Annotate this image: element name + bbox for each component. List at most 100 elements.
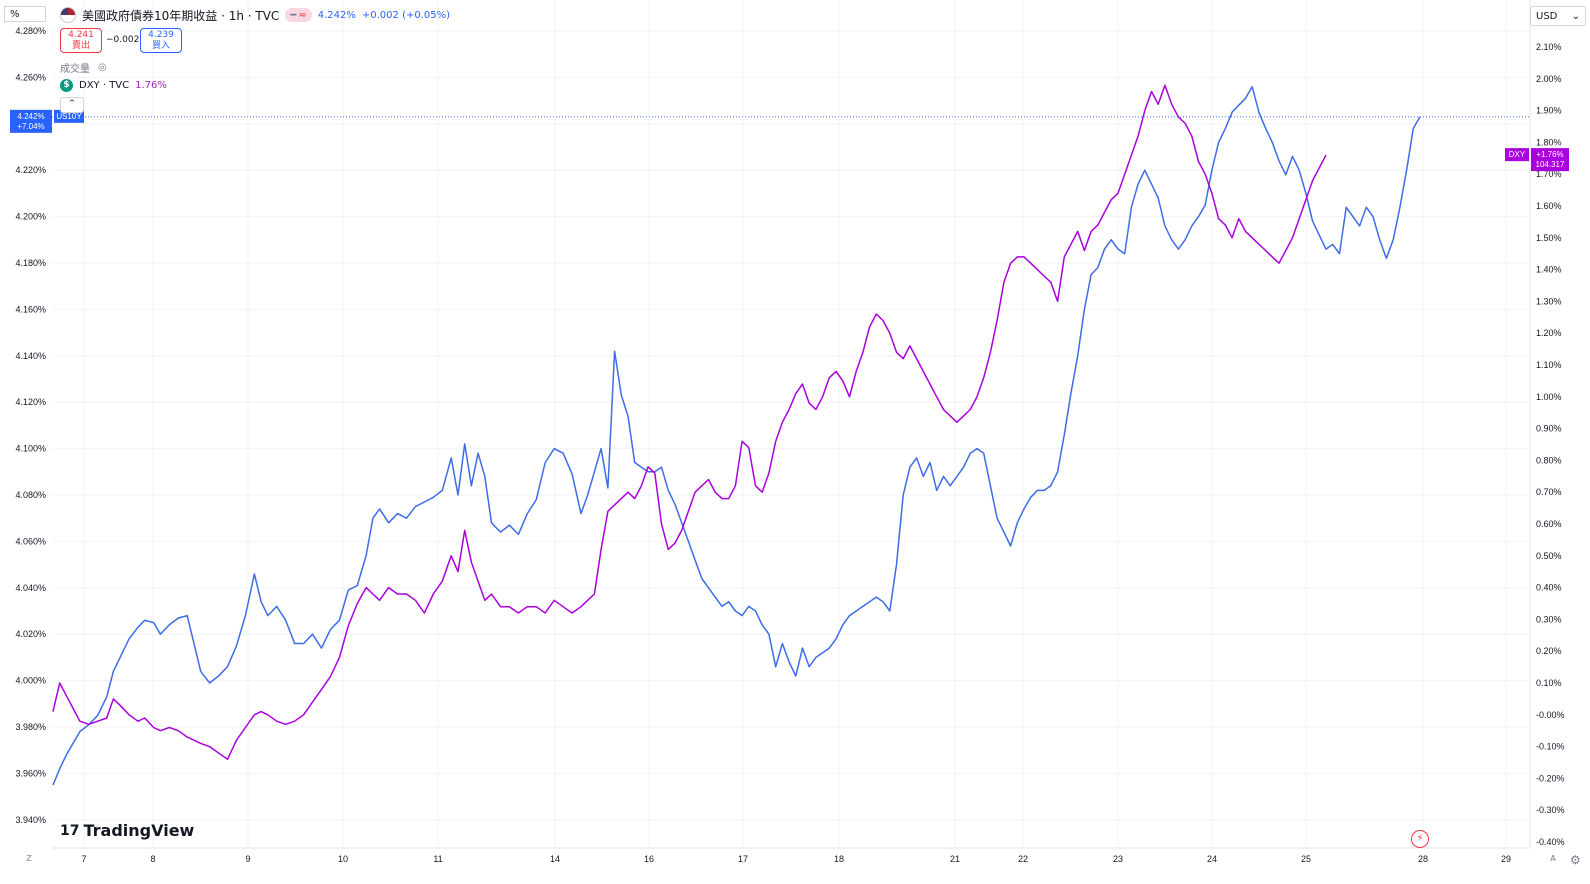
indicator-toggle[interactable]: ━ ≈ xyxy=(285,8,312,22)
time-axis-tick: 21 xyxy=(950,854,960,864)
dxy-price-label xyxy=(1531,148,1569,172)
right-axis-tick: 1.70% xyxy=(1536,169,1562,179)
eye-off-icon[interactable]: ◎ xyxy=(98,62,107,73)
gear-icon[interactable]: ⚙ xyxy=(1570,853,1581,867)
left-axis-tick: 4.040% xyxy=(15,583,46,593)
left-axis-tick: 3.960% xyxy=(15,768,46,778)
time-axis-tick: 11 xyxy=(433,854,442,864)
left-axis-tick: 4.160% xyxy=(15,304,46,314)
right-axis-tick: 0.20% xyxy=(1536,646,1562,656)
left-axis-tick: 4.000% xyxy=(15,676,46,686)
logo-text: TradingView xyxy=(83,821,195,840)
right-axis-tick: -0.40% xyxy=(1536,837,1565,847)
left-axis-tick: 4.260% xyxy=(15,72,46,82)
right-axis-tick: -0.30% xyxy=(1536,805,1565,815)
buy-label: 買入 xyxy=(151,41,170,51)
right-axis-tick: 1.80% xyxy=(1536,137,1562,147)
us10y-symbol-tag xyxy=(54,109,84,123)
series-line-us10y[interactable] xyxy=(52,85,1421,786)
right-axis-tick: 1.20% xyxy=(1536,328,1562,338)
lightning-icon[interactable]: ⚡ xyxy=(1411,830,1429,848)
symbol-title: 美國政府債券10年期收益 · 1h · TVC xyxy=(82,8,280,23)
compare-symbol: DXY · TVC xyxy=(79,80,130,91)
right-axis-tick: 0.60% xyxy=(1536,519,1562,529)
spread-value: −0.002 xyxy=(106,35,140,45)
right-axis-tick: 0.50% xyxy=(1536,551,1562,561)
time-axis-tick: 24 xyxy=(1207,854,1217,864)
right-axis-tick: 1.50% xyxy=(1536,233,1562,243)
right-axis-tick: 1.40% xyxy=(1536,265,1562,275)
right-axis-tick: -0.20% xyxy=(1536,773,1565,783)
currency-selector[interactable]: USD ⌄ xyxy=(1530,6,1586,26)
time-axis-tick: 9 xyxy=(245,854,250,864)
time-axis-tick: 16 xyxy=(644,854,654,864)
dxy-symbol-tag xyxy=(1505,148,1529,162)
auto-scale-button[interactable]: A xyxy=(1550,854,1556,863)
us-flag-icon xyxy=(60,7,76,23)
right-axis-tick: 1.90% xyxy=(1536,106,1562,116)
legend-change: +0.002 (+0.05%) xyxy=(361,9,451,21)
left-axis-tick: 4.100% xyxy=(15,444,46,454)
left-axis-tick: 3.980% xyxy=(15,722,46,732)
left-axis-tick: 4.060% xyxy=(15,536,46,546)
scale-mode-selector[interactable]: % xyxy=(4,6,46,22)
chevron-down-icon: ⌄ xyxy=(1571,11,1580,22)
dxy-last-value: 104.317 xyxy=(1536,160,1565,169)
right-axis-tick: 0.40% xyxy=(1536,583,1562,593)
left-axis-tick: 4.200% xyxy=(15,212,46,222)
time-axis-tick: 22 xyxy=(1018,854,1028,864)
time-axis-tick: 17 xyxy=(738,854,748,864)
right-axis-tick: 1.60% xyxy=(1536,201,1562,211)
right-axis-tick: 0.70% xyxy=(1536,487,1562,497)
sell-label: 賣出 xyxy=(71,41,90,51)
right-axis-tick: 0.80% xyxy=(1536,455,1562,465)
us10y-price-label xyxy=(10,109,52,133)
compare-icon: ≈ xyxy=(298,9,307,21)
left-axis-tick: 4.140% xyxy=(15,351,46,361)
time-axis-tick: 14 xyxy=(550,854,560,864)
symbol-legend[interactable]: 美國政府債券10年期收益 · 1h · TVC ━ ≈ 4.242% +0.002… xyxy=(60,6,450,24)
dxy-last-change: +1.76% xyxy=(1536,150,1563,159)
zoom-reset-button[interactable]: Z xyxy=(26,854,32,863)
left-axis-tick: 4.120% xyxy=(15,397,46,407)
us10y-last-value: 4.242% xyxy=(17,112,44,121)
right-axis-tick: 2.00% xyxy=(1536,74,1562,84)
legend-last-price: 4.242% xyxy=(317,9,356,21)
series-line-dxy[interactable] xyxy=(52,84,1327,761)
time-axis-tick: 7 xyxy=(81,854,86,864)
dxy-symbol-label: DXY xyxy=(1509,150,1526,159)
time-axis-tick: 29 xyxy=(1501,854,1511,864)
compare-legend[interactable]: $ DXY · TVC 1.76% xyxy=(60,79,167,92)
dollar-icon: $ xyxy=(60,79,73,92)
right-axis-tick: 1.30% xyxy=(1536,296,1562,306)
chevron-up-icon[interactable]: ⌃ xyxy=(60,97,84,113)
sell-button[interactable]: 4.241 賣出 xyxy=(60,28,102,53)
left-axis-tick: 4.220% xyxy=(15,165,46,175)
right-axis-tick: -0.00% xyxy=(1536,710,1565,720)
time-axis-tick: 28 xyxy=(1418,854,1428,864)
buy-button[interactable]: 4.239 買入 xyxy=(140,28,182,53)
right-axis-tick: 0.90% xyxy=(1536,424,1562,434)
right-axis-tick: 2.10% xyxy=(1536,42,1562,52)
tradingview-logo[interactable]: 17 TradingView xyxy=(60,821,194,840)
right-axis-tick: 1.10% xyxy=(1536,360,1562,370)
right-axis-tick: 0.30% xyxy=(1536,614,1562,624)
left-axis-tick: 3.940% xyxy=(15,815,46,825)
left-axis-tick: 4.280% xyxy=(15,26,46,36)
time-axis-tick: 23 xyxy=(1113,854,1123,864)
right-axis-tick: 0.10% xyxy=(1536,678,1562,688)
left-axis-tick: 4.020% xyxy=(15,629,46,639)
tv-mark-icon: 17 xyxy=(60,822,80,839)
right-axis-tick: 1.00% xyxy=(1536,392,1562,402)
time-axis-tick: 25 xyxy=(1301,854,1311,864)
volume-label: 成交量 xyxy=(60,64,90,75)
compare-percent: 1.76% xyxy=(135,80,167,91)
buy-price: 4.239 xyxy=(148,30,174,40)
left-axis-tick: 4.080% xyxy=(15,490,46,500)
sell-price: 4.241 xyxy=(68,30,94,40)
time-axis-tick: 10 xyxy=(338,854,348,864)
us10y-symbol-label: US10Y xyxy=(56,112,82,121)
volume-legend[interactable]: 成交量 ◎ xyxy=(60,60,107,75)
us10y-last-change: +7.04% xyxy=(17,122,44,131)
